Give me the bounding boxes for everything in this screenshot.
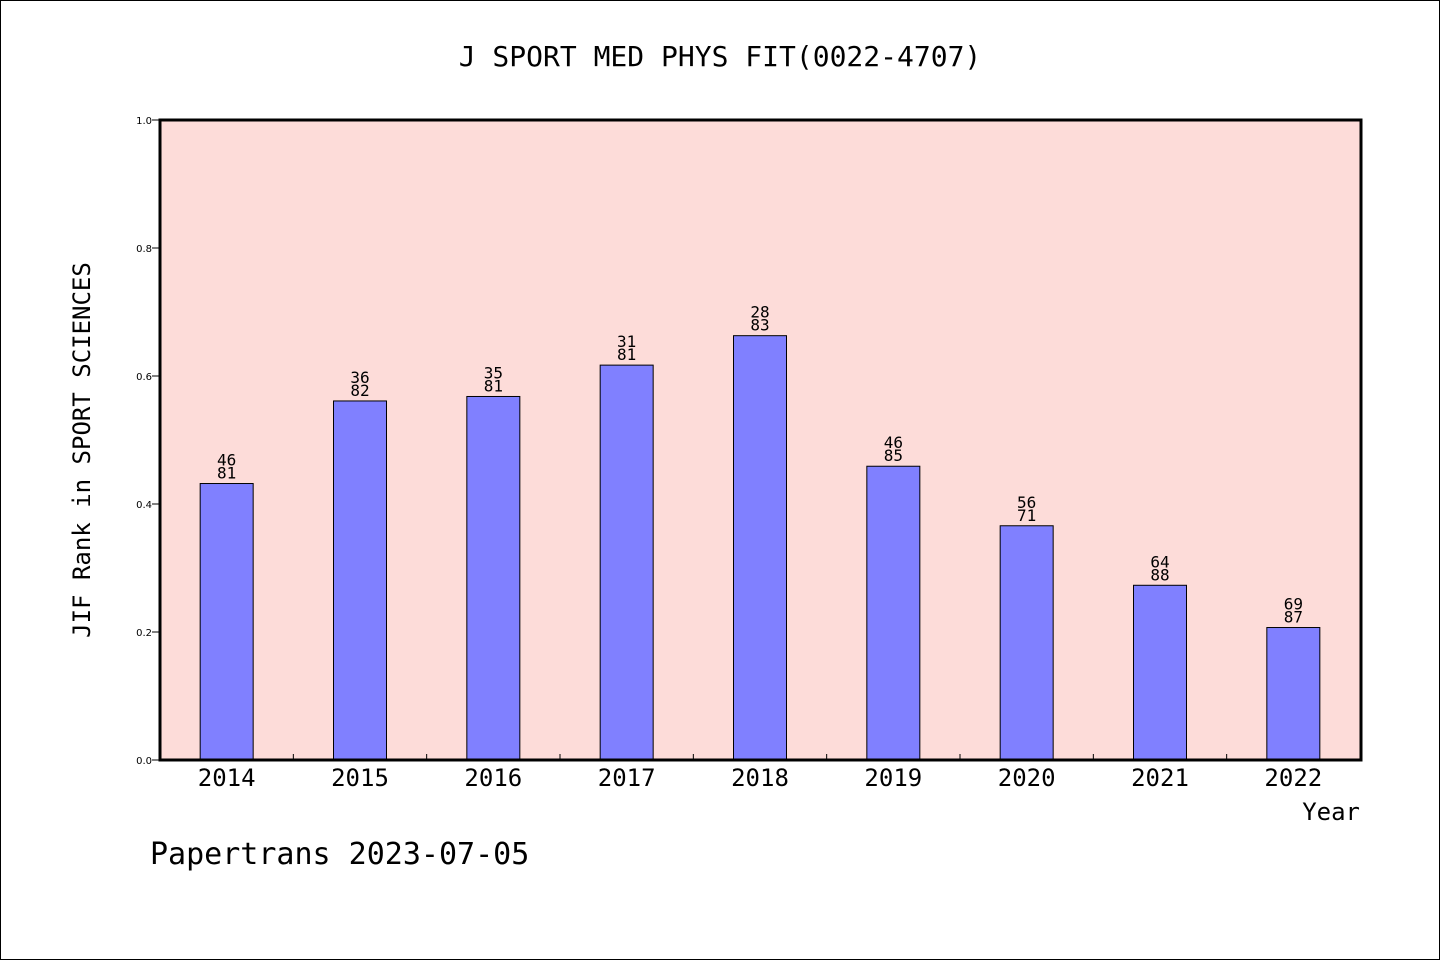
x-tick-label: 2017 — [598, 764, 656, 792]
bar-label-rank: 35 — [484, 363, 503, 382]
bar-label-total: 81 — [484, 376, 503, 395]
x-tick-label: 2016 — [464, 764, 522, 792]
bar-label-rank: 28 — [750, 303, 769, 322]
bar-label-total: 71 — [1017, 506, 1036, 525]
bar-label-rank: 56 — [1017, 493, 1036, 512]
y-tick-label: 0.8 — [136, 244, 152, 255]
bar-2019 — [866, 465, 921, 761]
bar-label-total: 82 — [350, 381, 369, 400]
bar-2014 — [199, 483, 254, 761]
bar-label-rank: 46 — [884, 433, 903, 452]
bar-label-total: 85 — [884, 446, 903, 465]
bar-label-rank: 69 — [1284, 595, 1303, 614]
bars — [199, 335, 1321, 761]
bar-2015 — [333, 400, 387, 761]
x-axis-label: Year — [1302, 798, 1360, 826]
x-tick-label: 2022 — [1264, 764, 1322, 792]
y-tick-labels: 0.0 0.2 0.4 0.6 0.8 1.0 — [136, 116, 152, 767]
bar-2022 — [1266, 627, 1321, 761]
bar-2020 — [999, 525, 1054, 761]
bar-2018 — [733, 335, 787, 761]
x-tick-label: 2021 — [1131, 764, 1189, 792]
x-tick-labels: 2014 2015 2016 2017 2018 2019 2020 2021 2022 — [198, 764, 1322, 792]
bar-2017 — [599, 364, 654, 761]
x-tick-label: 2015 — [331, 764, 389, 792]
bar-label-total: 87 — [1284, 608, 1303, 627]
y-tick-label: 1.0 — [136, 116, 152, 127]
plot-border — [158, 118, 1363, 762]
bar-label-rank: 64 — [1150, 552, 1169, 571]
bar-2016 — [466, 395, 521, 761]
y-tick-label: 0.4 — [136, 500, 152, 511]
bar-label-total: 83 — [750, 316, 769, 335]
bar-label-total: 88 — [1150, 565, 1169, 584]
y-tick-label: 0.0 — [136, 756, 152, 767]
footer-credit: Papertrans 2023-07-05 — [150, 837, 529, 872]
x-tick-label: 2019 — [864, 764, 922, 792]
x-tick-label: 2020 — [998, 764, 1056, 792]
y-tick-label: 0.2 — [136, 628, 152, 639]
y-axis-label: JIF Rank in SPORT SCIENCES — [68, 262, 96, 638]
bar-label-total: 81 — [217, 464, 236, 483]
y-tick-label: 0.6 — [136, 372, 152, 383]
bar-label-total: 81 — [617, 345, 636, 364]
bar-label-rank: 36 — [350, 368, 369, 387]
bar-2021 — [1133, 584, 1187, 761]
bar-label-rank: 31 — [617, 332, 636, 351]
bar-label-rank: 46 — [217, 451, 236, 470]
x-tick-label: 2014 — [198, 764, 256, 792]
x-tick-label: 2018 — [731, 764, 789, 792]
chart-title: J SPORT MED PHYS FIT(0022-4707) — [459, 40, 982, 73]
